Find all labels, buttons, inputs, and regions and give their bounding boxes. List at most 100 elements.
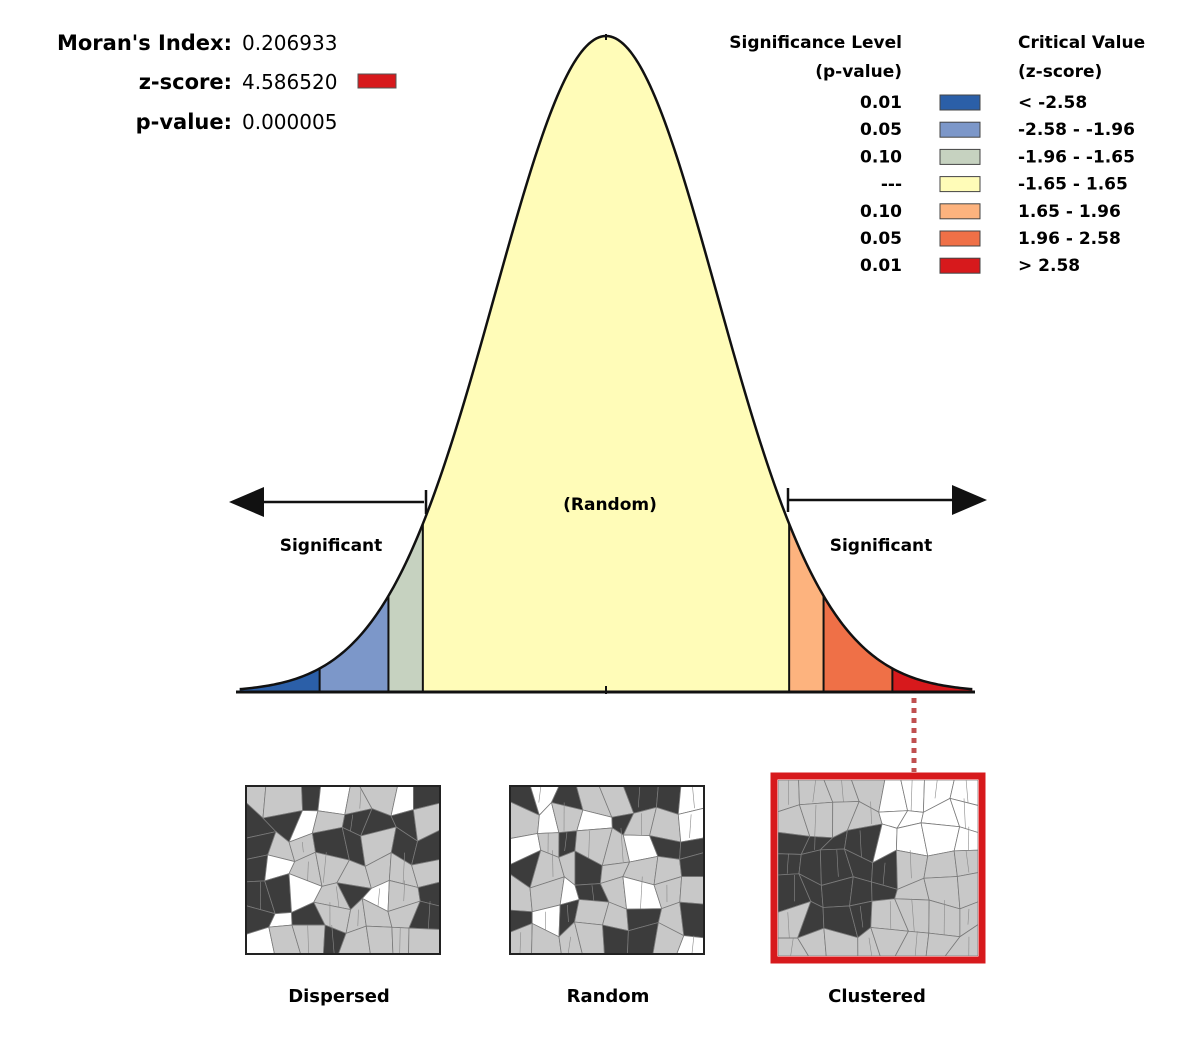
map-boundary xyxy=(868,937,873,956)
map-boundary xyxy=(402,852,405,888)
legend-pvalue: --- xyxy=(881,175,902,195)
legend-sig-header: Significance Level xyxy=(729,33,902,53)
map-polygon xyxy=(301,786,322,812)
map-boundary xyxy=(357,909,359,927)
map-boundary xyxy=(403,880,406,902)
legend-crit-header: Critical Value xyxy=(1018,33,1145,53)
pvalue-value: 0.000005 xyxy=(242,110,337,134)
map-boundary xyxy=(889,901,892,932)
map-polygon xyxy=(322,924,347,954)
map-boundary xyxy=(427,901,431,930)
map-polygon xyxy=(510,922,533,954)
map-boundary xyxy=(637,786,641,808)
map-boundary xyxy=(812,780,816,803)
legend-crit-subheader: (z-score) xyxy=(1018,62,1102,82)
map-boundary xyxy=(301,842,304,853)
map-boundary xyxy=(814,804,817,838)
clustered-label: Clustered xyxy=(828,986,926,1007)
map-polygon xyxy=(268,924,302,954)
map-polygon xyxy=(338,925,371,954)
zscore-value: 4.586520 xyxy=(242,70,337,94)
map-polygon xyxy=(944,924,978,956)
legend-swatch xyxy=(939,148,981,165)
map-polygon xyxy=(679,876,704,905)
legend-zscore-range: -1.96 - -1.65 xyxy=(1018,147,1135,167)
map-boundary xyxy=(841,780,844,802)
map-boundary xyxy=(786,853,789,874)
map-boundary xyxy=(910,780,913,813)
map-boundary xyxy=(691,935,695,954)
curve-bin-6 xyxy=(892,668,973,692)
legend-pvalue: 0.05 xyxy=(860,229,902,249)
random-label: Random xyxy=(567,986,650,1007)
map-boundary xyxy=(538,786,542,803)
map-polygon xyxy=(417,881,440,907)
map-polygon xyxy=(797,927,827,956)
legend-swatch xyxy=(939,257,981,274)
legend-pvalue: 0.05 xyxy=(860,120,902,140)
map-boundary xyxy=(965,850,970,873)
map-boundary xyxy=(359,786,362,809)
map-polygon xyxy=(956,872,978,910)
map-boundary xyxy=(692,786,695,809)
curve-bin-4 xyxy=(789,523,824,692)
map-boundary xyxy=(564,832,568,852)
map-boundary xyxy=(689,814,692,838)
map-polygon xyxy=(857,926,881,956)
map-polygon xyxy=(627,921,659,954)
legend-zscore-range: > 2.58 xyxy=(1018,256,1080,276)
legend-pvalue: 0.10 xyxy=(860,147,902,167)
morans-index-label: Moran's Index: xyxy=(57,31,232,55)
map-polygon xyxy=(531,922,562,954)
significance-legend: Significance Level (p-value) Critical Va… xyxy=(729,33,1145,276)
legend-swatch xyxy=(939,176,981,193)
map-polygon xyxy=(676,935,704,954)
left-significant-label: Significant xyxy=(280,536,383,556)
map-polygon xyxy=(679,852,704,878)
map-boundary xyxy=(336,886,340,910)
map-boundary xyxy=(323,852,327,883)
legend-swatch xyxy=(939,230,981,247)
map-boundary xyxy=(399,927,401,954)
legend-zscore-range: -2.58 - -1.96 xyxy=(1018,120,1135,140)
map-polygon xyxy=(411,859,440,889)
map-polygon xyxy=(677,807,704,843)
map-polygon xyxy=(953,826,978,852)
legend-zscore-range: 1.96 - 2.58 xyxy=(1018,229,1121,249)
map-polygon xyxy=(652,921,685,954)
map-polygon xyxy=(411,829,440,866)
map-polygon xyxy=(677,786,704,815)
map-polygon xyxy=(823,927,859,956)
curve-bin-0 xyxy=(239,668,320,692)
map-polygon xyxy=(408,900,440,930)
map-boundary xyxy=(836,849,839,877)
dispersed-label: Dispersed xyxy=(288,986,390,1007)
map-polygon xyxy=(365,925,394,954)
right-significant-label: Significant xyxy=(830,536,933,556)
map-boundary xyxy=(620,827,624,863)
map-boundary xyxy=(914,931,918,956)
random-map xyxy=(509,785,705,955)
curve-bin-3 xyxy=(422,36,790,692)
clustered-map xyxy=(770,772,986,964)
map-boundary xyxy=(307,925,309,954)
map-boundary xyxy=(519,932,522,954)
curve-bin-2 xyxy=(388,523,423,692)
map-boundary xyxy=(591,885,595,903)
pvalue-label: p-value: xyxy=(136,110,232,134)
zscore-label: z-score: xyxy=(139,70,232,94)
map-boundary xyxy=(640,876,643,909)
legend-pvalue: 0.01 xyxy=(860,256,902,276)
map-boundary xyxy=(967,908,970,925)
curve-bin-1 xyxy=(319,595,389,692)
legend-swatch xyxy=(939,121,981,138)
map-boundary xyxy=(870,801,872,824)
map-boundary xyxy=(567,904,569,923)
legend-zscore-range: 1.65 - 1.96 xyxy=(1018,202,1121,222)
map-boundary xyxy=(909,850,912,879)
legend-swatch xyxy=(939,203,981,220)
legend-zscore-range: -1.65 - 1.65 xyxy=(1018,175,1128,195)
map-polygon xyxy=(246,926,275,954)
zscore-color-swatch xyxy=(357,73,397,89)
